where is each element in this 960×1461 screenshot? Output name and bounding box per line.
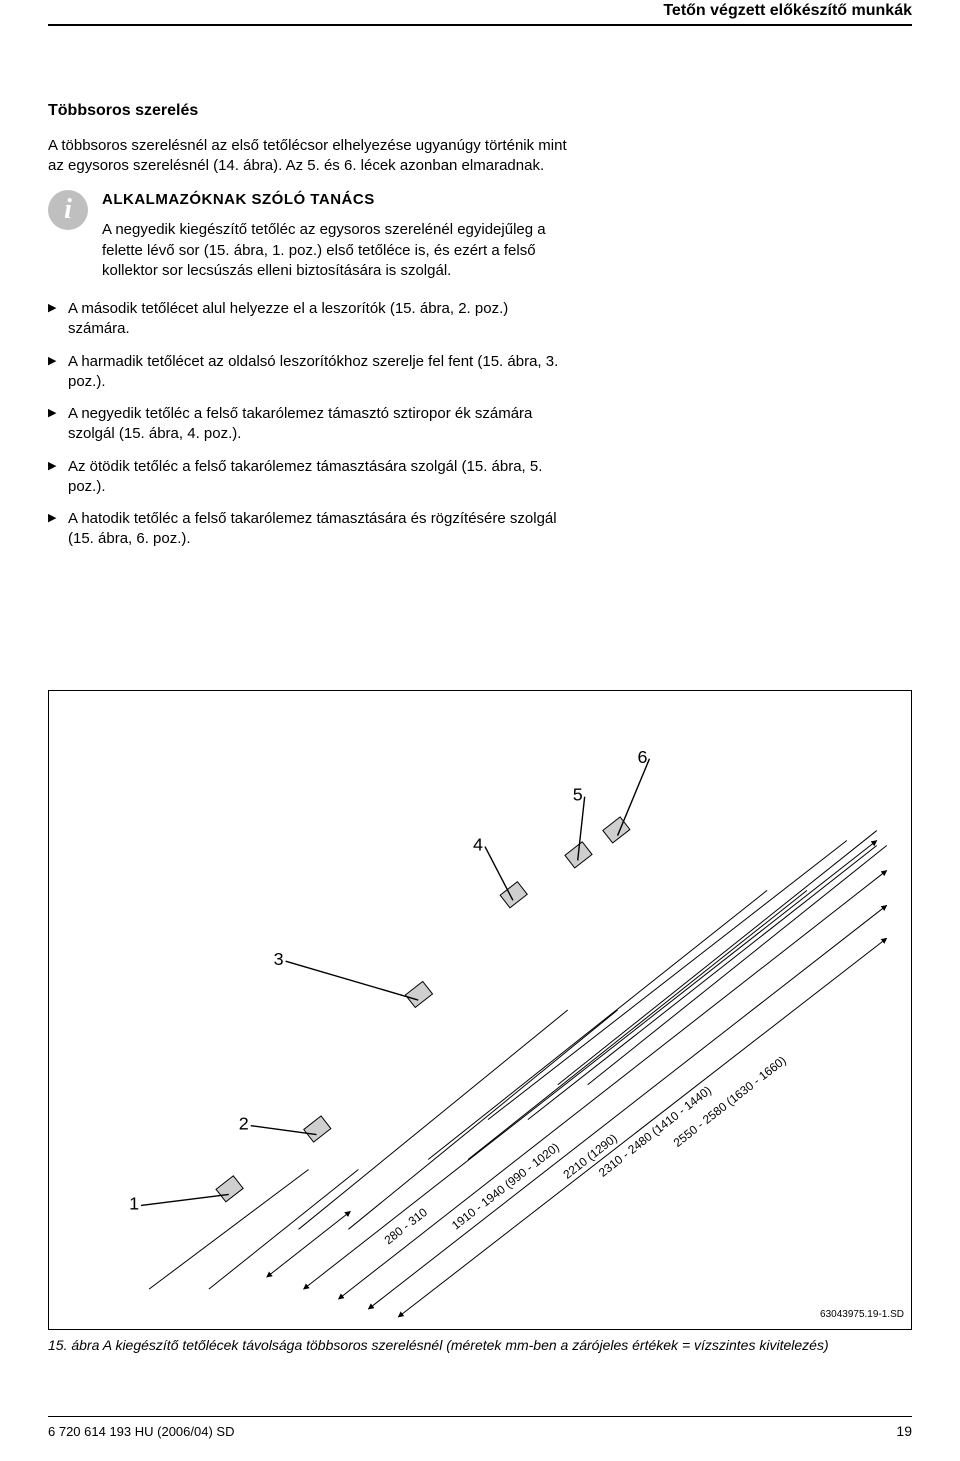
svg-text:1: 1 xyxy=(129,1193,139,1213)
page-header: Tetőn végzett előkészítő munkák xyxy=(663,0,912,26)
intro-paragraph: A többsoros szerelésnél az első tetőlécs… xyxy=(48,136,568,177)
svg-text:4: 4 xyxy=(473,835,483,855)
footer-rule xyxy=(48,1416,912,1417)
list-item: A hatodik tetőléc a felső takarólemez tá… xyxy=(48,509,568,550)
main-content: Többsoros szerelés A többsoros szerelésn… xyxy=(48,100,568,562)
figure-caption: 15. ábra A kiegészítő tetőlécek távolság… xyxy=(48,1336,912,1355)
list-item: A harmadik tetőlécet az oldalsó leszorít… xyxy=(48,352,568,393)
list-item: A negyedik tetőléc a felső takarólemez t… xyxy=(48,404,568,445)
instruction-list: A második tetőlécet alul helyezze el a l… xyxy=(48,299,568,550)
footer-page-number: 19 xyxy=(896,1422,912,1441)
list-item: A második tetőlécet alul helyezze el a l… xyxy=(48,299,568,340)
svg-text:6: 6 xyxy=(638,747,648,767)
figure-15: 280 - 3101910 - 1940 (990 - 1020)2210 (1… xyxy=(48,690,912,1330)
info-icon: i xyxy=(48,190,88,230)
info-heading: ALKALMAZÓKNAK SZÓLÓ TANÁCS xyxy=(102,190,568,210)
footer-doc-code: 6 720 614 193 HU (2006/04) SD xyxy=(48,1423,234,1441)
list-item: Az ötödik tetőléc a felső takarólemez tá… xyxy=(48,457,568,498)
svg-text:3: 3 xyxy=(274,949,284,969)
info-box: i ALKALMAZÓKNAK SZÓLÓ TANÁCS A negyedik … xyxy=(48,190,568,281)
section-heading: Többsoros szerelés xyxy=(48,100,568,122)
info-body: A negyedik kiegészítő tetőléc az egysoro… xyxy=(102,220,568,281)
figure-id-code: 63043975.19-1.SD xyxy=(820,1308,904,1322)
header-rule xyxy=(48,24,912,26)
svg-text:5: 5 xyxy=(573,785,583,805)
svg-text:2: 2 xyxy=(239,1114,249,1134)
diagram-svg: 280 - 3101910 - 1940 (990 - 1020)2210 (1… xyxy=(49,691,911,1329)
